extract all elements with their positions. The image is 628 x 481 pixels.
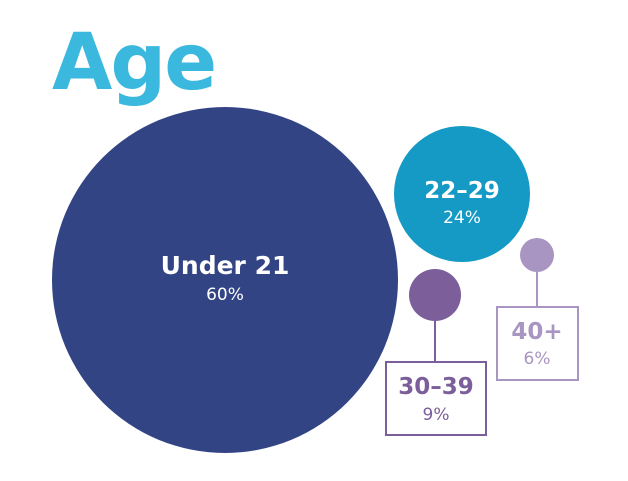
bubble-40-plus — [520, 238, 554, 272]
bubble-22-29 — [394, 126, 530, 262]
bubble-30-39 — [409, 269, 461, 321]
callout-box-30-39 — [385, 361, 487, 436]
bubble-label-under-21: Under 21 — [161, 251, 290, 280]
callout-value-40-plus: 6% — [524, 349, 551, 369]
bubble-label-22-29: 22–29 — [424, 178, 500, 204]
callout-box-40-plus — [496, 306, 579, 381]
bubble-under-21 — [52, 107, 398, 453]
bubble-value-under-21: 60% — [206, 285, 244, 305]
callout-value-30-39: 9% — [423, 405, 450, 425]
chart-title: Age — [52, 18, 217, 108]
callout-label-30-39: 30–39 — [398, 374, 474, 400]
bubble-value-22-29: 24% — [443, 208, 481, 228]
callout-label-40-plus: 40+ — [511, 319, 562, 345]
